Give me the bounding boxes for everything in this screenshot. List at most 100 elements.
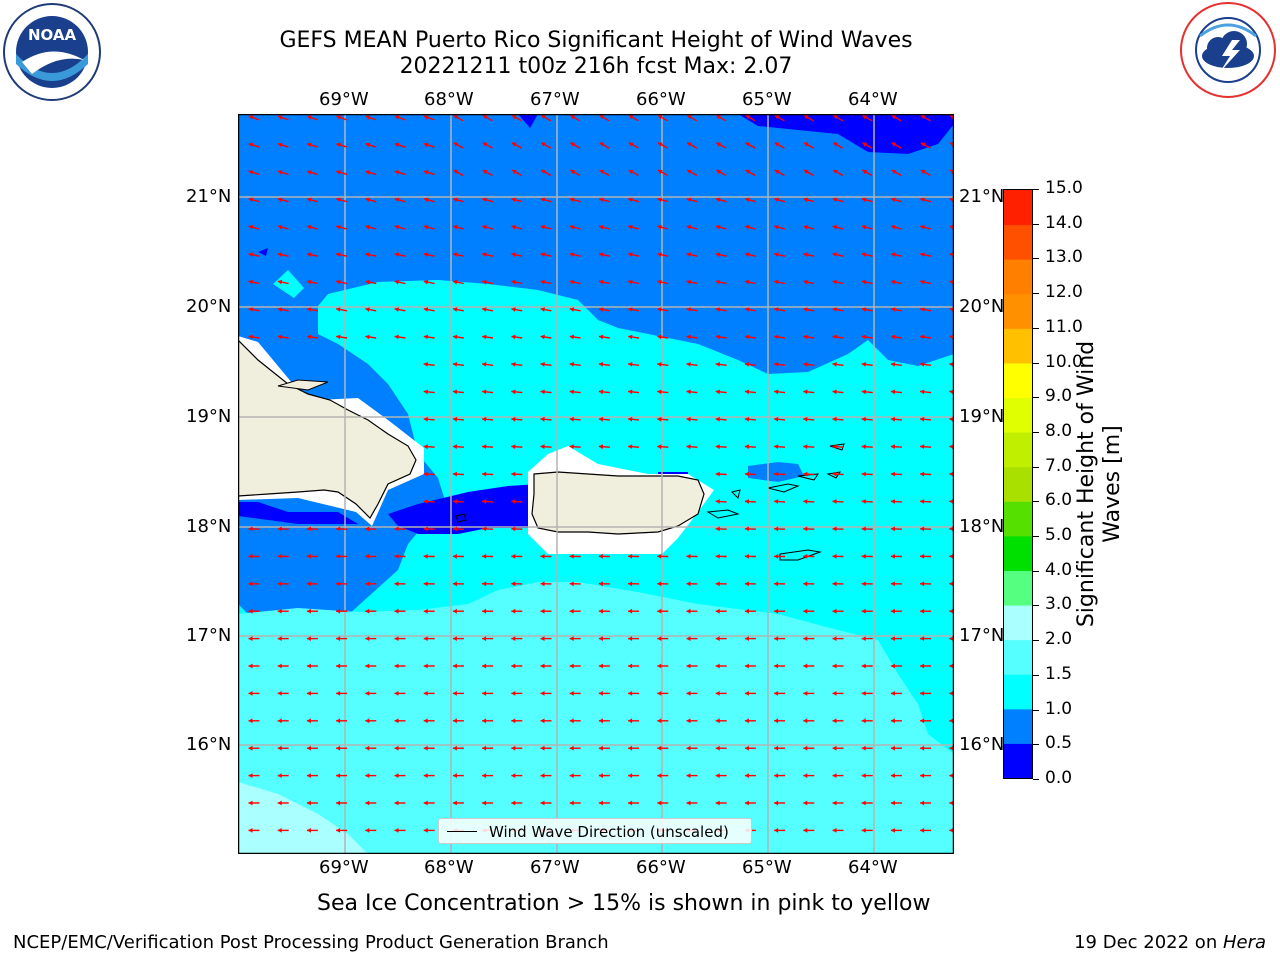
wind-wave-arrowhead xyxy=(686,279,691,285)
colorbar-tick-mark xyxy=(1033,431,1039,433)
wind-wave-arrowhead xyxy=(890,581,895,587)
wind-wave-arrowhead xyxy=(248,307,253,312)
wind-wave-arrowhead xyxy=(774,773,779,778)
wind-wave-arrowhead xyxy=(803,471,808,477)
wind-wave-arrowhead xyxy=(890,471,895,477)
wind-wave-arrowhead xyxy=(540,691,545,696)
wind-wave-arrowhead xyxy=(686,389,691,395)
wind-wave-arrowhead xyxy=(920,718,925,724)
colorbar xyxy=(1003,189,1033,779)
wind-wave-arrowhead xyxy=(540,581,545,587)
wind-wave-arrowhead xyxy=(336,828,341,833)
wind-wave-arrowhead xyxy=(920,773,925,778)
wind-wave-arrowhead xyxy=(511,471,516,477)
wind-wave-arrowhead xyxy=(774,444,779,450)
wind-wave-arrowhead xyxy=(569,663,574,669)
wind-wave-arrowhead xyxy=(920,362,925,367)
wind-wave-arrowhead xyxy=(453,115,459,120)
wave-band-0.0-0.5-mona xyxy=(388,484,538,534)
wind-wave-arrowhead xyxy=(832,828,837,833)
wind-wave-arrowhead xyxy=(744,581,749,587)
wind-wave-arrowhead xyxy=(832,663,837,669)
wind-wave-arrowhead xyxy=(569,581,574,587)
footer-date: 19 Dec 2022 on Hera xyxy=(1074,932,1266,953)
wind-wave-arrowhead xyxy=(423,224,429,230)
wind-wave-arrowhead xyxy=(336,636,341,641)
colorbar-tick-mark xyxy=(1033,466,1039,468)
wind-wave-arrowhead xyxy=(686,800,691,806)
wind-wave-arrowhead xyxy=(949,362,954,367)
wind-wave-arrowhead xyxy=(365,581,370,587)
lon-label-bottom-68w: 68°W xyxy=(424,857,474,878)
wind-wave-arrowhead xyxy=(628,334,633,340)
colorbar-tick-label: 13.0 xyxy=(1045,247,1083,268)
lon-label-top-68w: 68°W xyxy=(424,89,474,110)
colorbar-label-line2: Waves [m] xyxy=(1100,425,1125,543)
wind-wave-arrowhead xyxy=(715,389,720,395)
wind-wave-arrowhead xyxy=(832,691,837,696)
wind-wave-arrowhead xyxy=(394,334,399,340)
wind-wave-arrowhead xyxy=(452,416,458,422)
wind-wave-arrowhead xyxy=(744,691,749,696)
wind-wave-arrowhead xyxy=(920,608,925,614)
wind-wave-arrowhead xyxy=(745,334,750,340)
wind-wave-arrowhead xyxy=(365,334,370,340)
wind-wave-arrowhead xyxy=(540,389,545,395)
wind-wave-arrowhead xyxy=(949,581,954,587)
lon-label-bottom-69w: 69°W xyxy=(319,857,369,878)
wind-wave-arrowhead xyxy=(715,224,721,230)
wind-wave-arrowhead xyxy=(452,444,458,450)
wind-wave-arrowhead xyxy=(277,334,283,340)
colorbar-band xyxy=(1004,501,1032,537)
lon-label-top-67w: 67°W xyxy=(530,89,580,110)
wind-wave-arrowhead xyxy=(482,691,487,696)
wind-wave-arrowhead xyxy=(394,581,399,587)
wind-wave-arrowhead xyxy=(920,554,925,559)
wind-wave-arrowhead xyxy=(423,718,428,724)
wind-wave-arrowhead xyxy=(277,828,282,833)
wind-wave-arrowhead xyxy=(569,800,574,806)
wind-wave-arrowhead xyxy=(890,773,895,778)
wind-wave-arrowhead xyxy=(452,800,457,806)
wind-wave-arrowhead xyxy=(394,608,399,614)
wind-wave-arrowhead xyxy=(715,773,720,778)
lat-label-left-20n: 20°N xyxy=(186,296,232,317)
wind-wave-arrowhead xyxy=(423,252,429,257)
wind-wave-arrowhead xyxy=(511,224,516,230)
wind-wave-arrowhead xyxy=(336,279,341,285)
colorbar-tick-label: 9.0 xyxy=(1045,386,1073,407)
wind-wave-arrowhead xyxy=(949,526,954,532)
wind-wave-arrowhead xyxy=(482,444,487,450)
wind-wave-arrowhead xyxy=(657,444,662,450)
wind-wave-arrowhead xyxy=(862,142,868,147)
colorbar-band xyxy=(1004,328,1032,364)
legend-line-swatch xyxy=(447,831,477,832)
wind-wave-arrowhead xyxy=(891,115,897,120)
wind-wave-arrowhead xyxy=(482,389,487,395)
wind-wave-arrowhead xyxy=(394,252,400,257)
wind-wave-arrowhead xyxy=(336,526,341,532)
wind-wave-arrowhead xyxy=(686,718,691,724)
wind-wave-arrowhead xyxy=(890,362,896,367)
wind-wave-arrowhead xyxy=(569,389,574,395)
wind-wave-arrowhead xyxy=(803,663,808,669)
wind-wave-arrowhead xyxy=(540,554,545,559)
wind-wave-arrowhead xyxy=(453,142,459,147)
wind-wave-arrowhead xyxy=(890,636,895,641)
wind-wave-arrowhead xyxy=(920,471,925,477)
wind-wave-arrowhead xyxy=(511,307,516,312)
wind-wave-arrowhead xyxy=(832,307,837,312)
wind-wave-arrowhead xyxy=(511,279,516,285)
wind-wave-arrowhead xyxy=(394,307,399,312)
wind-wave-arrowhead xyxy=(628,691,633,696)
wind-wave-arrowhead xyxy=(949,554,954,559)
wind-wave-arrowhead xyxy=(686,663,691,669)
wind-wave-arrowhead xyxy=(599,170,605,175)
wind-wave-arrowhead xyxy=(307,170,312,175)
wind-wave-arrowhead xyxy=(890,389,896,395)
wind-wave-arrowhead xyxy=(423,608,428,614)
wind-wave-arrowhead xyxy=(890,800,895,806)
wind-wave-arrowhead xyxy=(803,718,808,724)
wind-wave-arrowhead xyxy=(277,608,282,614)
colorbar-tick-label: 3.0 xyxy=(1045,594,1073,615)
